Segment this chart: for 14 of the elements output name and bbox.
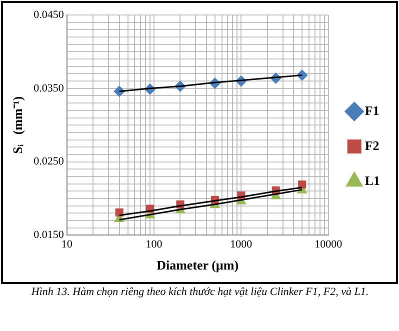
y-tick-label: 0.0150 <box>34 229 64 242</box>
y-tick-label: 0.0250 <box>34 156 64 168</box>
x-tick-label: 10000 <box>314 238 343 251</box>
y-tick-label: 0.0450 <box>34 8 64 21</box>
legend-label: L1 <box>364 172 380 188</box>
text: Hình 13. Hàm chọn riêng theo kích thước hạt vật liệu Clinker F1, F2, và L1. <box>30 285 370 299</box>
y-axis-title: Sᵢ (mm⁻¹) <box>10 96 26 154</box>
x-tick-label: 1000 <box>230 238 253 251</box>
x-axis-title: Diameter (µm) <box>156 258 239 273</box>
y-tick-label: 0.0350 <box>34 82 64 94</box>
x-tick-label: 100 <box>146 238 163 251</box>
legend-label: F1 <box>364 102 380 118</box>
x-tick-label: 10 <box>61 238 73 251</box>
legend-label: F2 <box>364 138 380 153</box>
